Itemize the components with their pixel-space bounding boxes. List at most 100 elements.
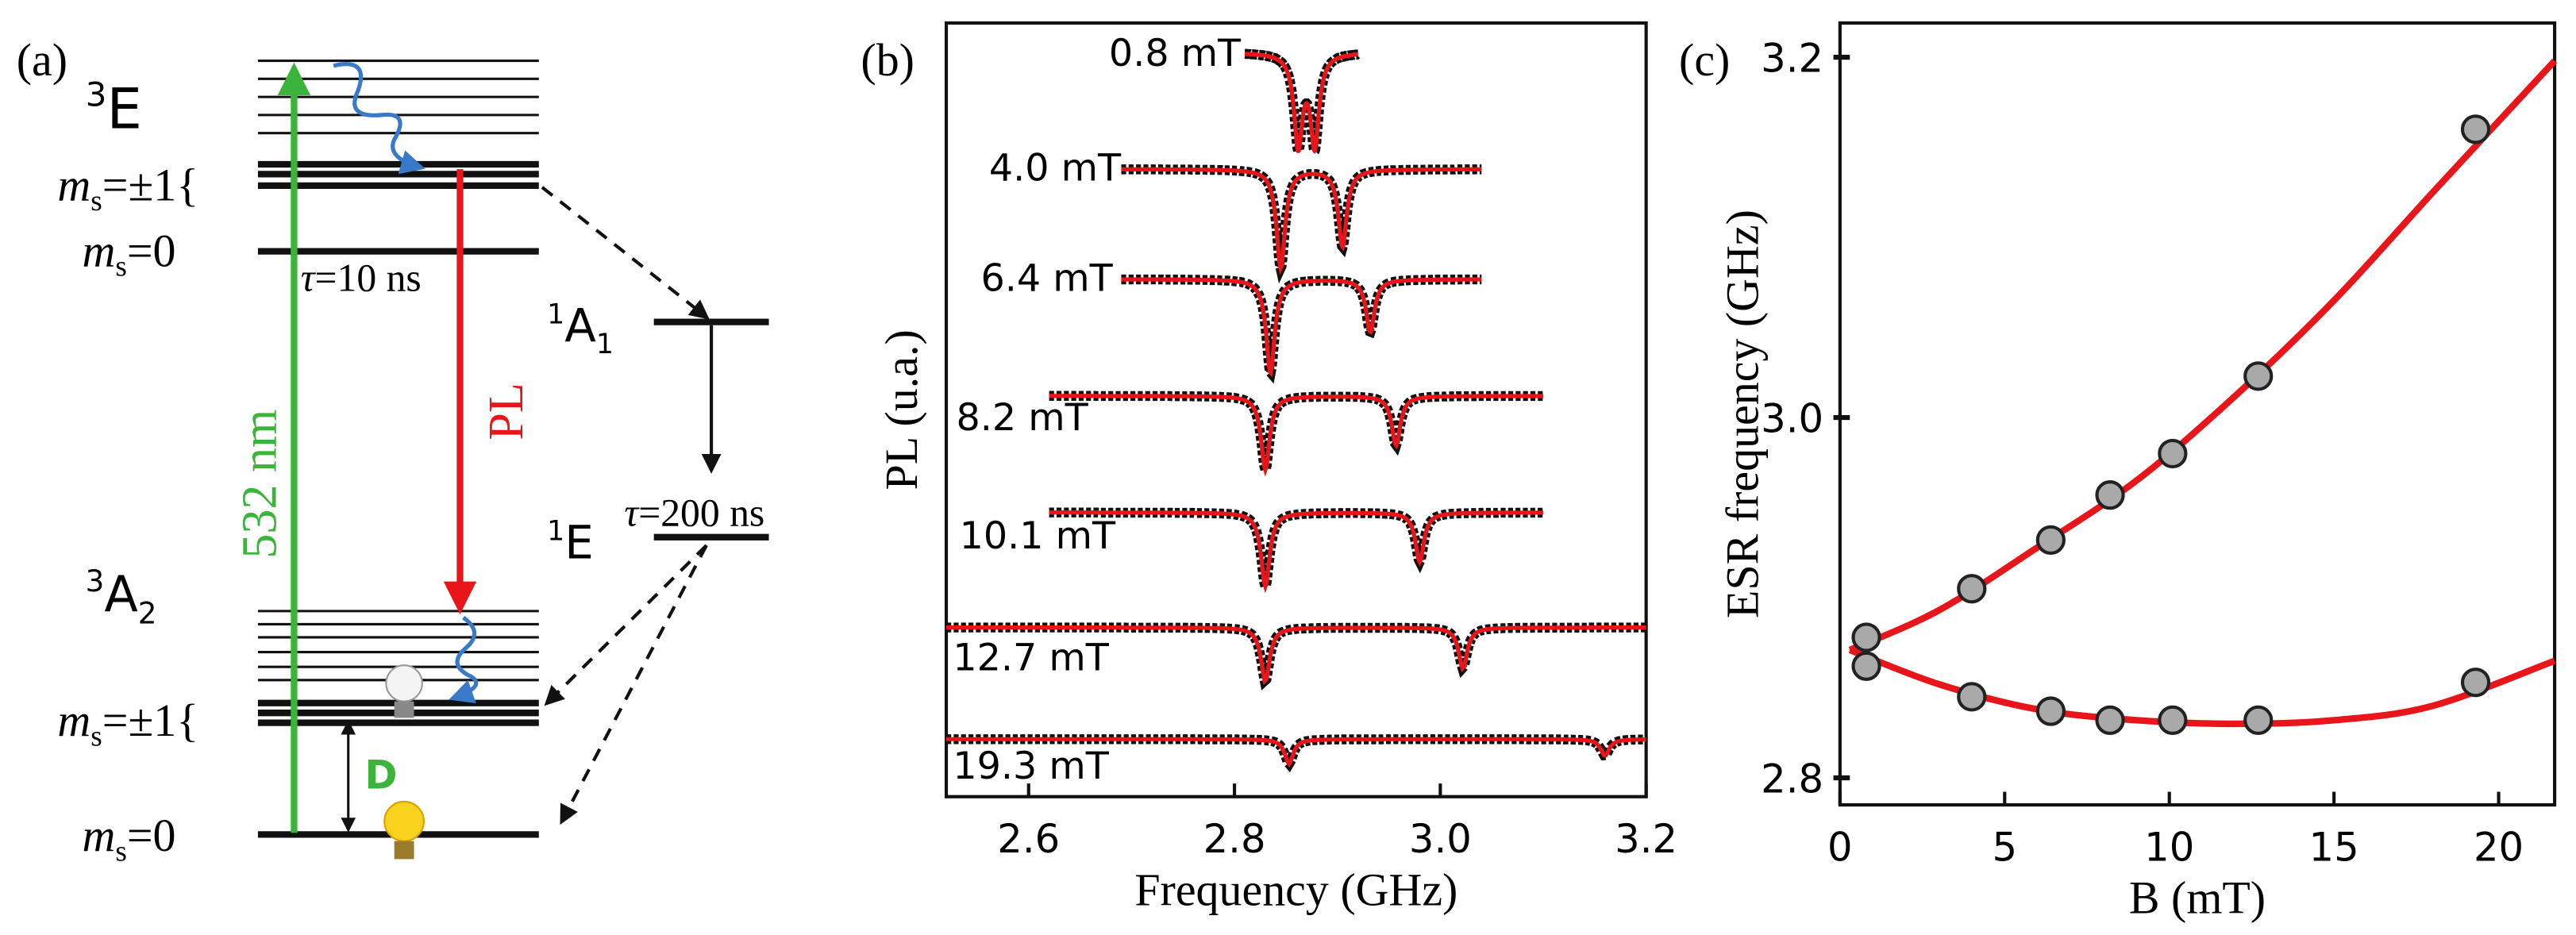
spectrum-label: 19.3 mT <box>953 745 1109 788</box>
ms-value: =±1{ <box>102 695 198 746</box>
spectrum-data <box>1121 164 1482 284</box>
data-point <box>2035 696 2066 726</box>
spectrum-fit <box>1049 394 1544 477</box>
x-tick-label: 3.2 <box>1615 816 1677 862</box>
spectrum-label: 12.7 mT <box>953 636 1109 679</box>
panel-b: (b) 2.6 2.8 3.0 3.2 Frequency (GHz) PL (u.a.) 0… <box>861 21 1677 915</box>
pl-label: PL <box>479 383 533 440</box>
ms-symbol: m <box>57 695 90 746</box>
symmetry: E <box>106 76 141 141</box>
state-label: 1E <box>547 515 594 569</box>
ms-subscript: s <box>115 251 127 283</box>
state-label: 3A2 <box>86 564 157 630</box>
spectrum-fit <box>946 737 1646 768</box>
energy-diagram: (a) D 532 nm PL 3E1A11E3A2ms=±1{ms=0ms=±… <box>17 34 769 868</box>
lifetime: =200 ns <box>638 491 764 534</box>
x-tick-label: 0 <box>1827 824 1853 870</box>
spectrum-label: 4.0 mT <box>989 147 1122 190</box>
levels <box>257 60 769 838</box>
panel-c: (c) 0 5 10 15 20 2.8 3.0 3.2 B (mT) ESR frequency … <box>1679 21 2558 924</box>
multiplicity: 3 <box>86 75 107 114</box>
spectrum-label: 8.2 mT <box>956 396 1088 440</box>
tau: τ <box>301 256 317 299</box>
panel-label: (a) <box>17 34 67 86</box>
spectrum-fit <box>946 625 1646 685</box>
ms-subscript: s <box>115 835 127 868</box>
multiplicity: 3 <box>86 564 105 598</box>
data-point <box>1851 622 1881 652</box>
ms-value: =0 <box>127 810 176 861</box>
data-point <box>2460 114 2491 144</box>
x-tick-label: 2.6 <box>997 816 1060 862</box>
ms-subscript: s <box>90 721 102 753</box>
y-tick-label: 3.2 <box>1761 36 1823 82</box>
bulb-off <box>385 664 423 718</box>
frame <box>944 21 1648 798</box>
state-label: 3E <box>86 75 142 141</box>
sublevel-label: ms=0 <box>82 810 175 868</box>
laser-label: 532 nm <box>233 410 287 559</box>
sublevel-label: ms=0 <box>82 225 175 283</box>
y-tick-label: 2.8 <box>1761 756 1823 802</box>
data-point <box>2095 480 2125 510</box>
multiplicity: 1 <box>547 298 564 330</box>
lifetime-label: τ=200 ns <box>624 491 764 534</box>
spectrum-label: 10.1 mT <box>960 514 1116 558</box>
ms-value: =±1{ <box>102 159 198 210</box>
panel-label: (b) <box>861 34 914 86</box>
relaxation <box>449 616 479 704</box>
sublevel-label: ms=±1{ <box>57 159 198 217</box>
data-point <box>1957 682 1987 712</box>
y-axis-label: PL (u.a.) <box>876 329 927 490</box>
lifetime-label: τ=10 ns <box>301 256 422 299</box>
ms-value: =0 <box>127 225 176 276</box>
spectrum-label: 0.8 mT <box>1109 32 1242 75</box>
x-tick-label: 20 <box>2474 824 2524 870</box>
lifetime: =10 ns <box>315 256 422 299</box>
data-point <box>2460 668 2491 698</box>
x-axis-label: B (mT) <box>2129 872 2266 924</box>
panel-label: (c) <box>1679 34 1730 86</box>
bulb-on <box>383 800 425 860</box>
data-point <box>2035 525 2066 556</box>
data-point <box>1851 651 1881 681</box>
spectrum-data <box>1049 391 1544 487</box>
splitting-label: D <box>364 752 397 798</box>
subscript: 2 <box>138 595 157 630</box>
symmetry: A <box>104 565 137 623</box>
data-point <box>2243 361 2274 391</box>
spectrum-fit <box>1049 510 1544 594</box>
symmetry: E <box>564 516 594 570</box>
spectrum-data <box>1121 274 1482 384</box>
ms-symbol: m <box>82 810 115 861</box>
tau: τ <box>624 491 640 534</box>
data-point <box>2095 705 2125 736</box>
ms-symbol: m <box>82 225 115 276</box>
y-axis-label: ESR frequency (GHz) <box>1716 210 1768 618</box>
subscript: 1 <box>596 329 614 360</box>
frame <box>1838 21 2557 807</box>
symmetry: A <box>564 298 596 352</box>
spectrum-label: 6.4 mT <box>981 256 1114 300</box>
data-point <box>2158 438 2188 469</box>
x-tick-label: 5 <box>1992 824 2017 870</box>
relaxation <box>333 62 425 175</box>
state-label: 1A1 <box>547 298 614 360</box>
data-point <box>2158 705 2188 736</box>
multiplicity: 1 <box>547 515 564 547</box>
fit-curve <box>1848 58 2558 653</box>
spectrum-fit <box>1121 277 1482 378</box>
x-tick-label: 2.8 <box>1203 816 1266 862</box>
ms-symbol: m <box>57 159 90 210</box>
spectrum-fit <box>1245 52 1358 154</box>
data-point <box>1957 574 1987 604</box>
x-axis-label: Frequency (GHz) <box>1134 864 1457 915</box>
ms-subscript: s <box>90 185 102 217</box>
x-tick-label: 10 <box>2144 824 2194 870</box>
x-tick-label: 3.0 <box>1409 816 1472 862</box>
sublevel-label: ms=±1{ <box>57 695 198 752</box>
y-tick-label: 3.0 <box>1761 396 1823 442</box>
dashed-arrows <box>541 186 710 825</box>
fit-curve <box>1848 647 2556 728</box>
